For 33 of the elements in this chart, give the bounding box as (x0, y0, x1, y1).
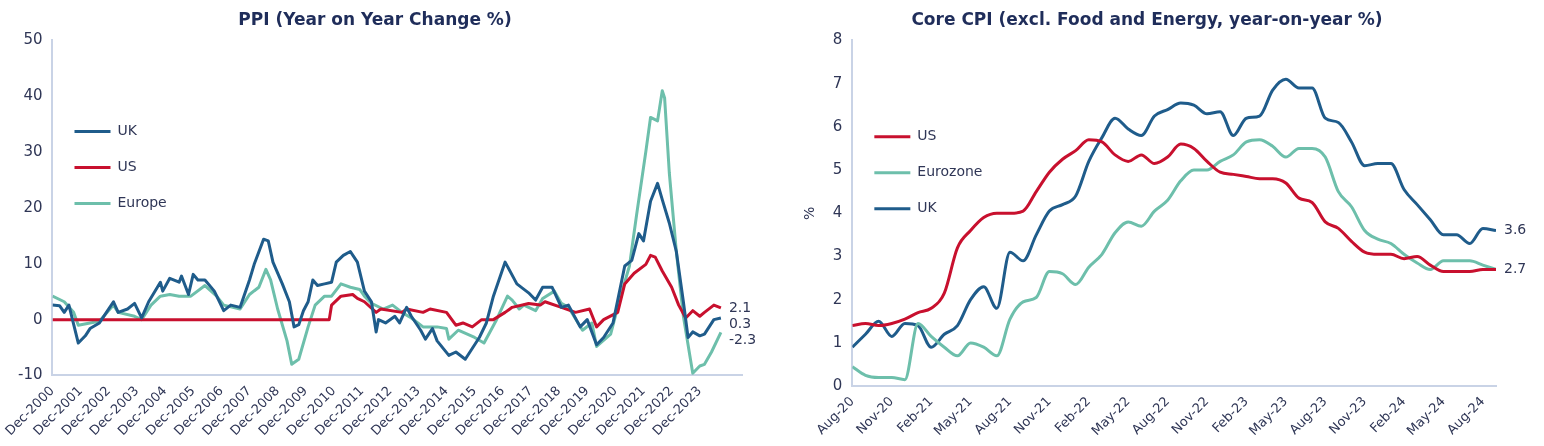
y-tick-label: 10 (23, 253, 43, 272)
y-tick-label: 3 (832, 246, 843, 265)
y-tick-label: 20 (23, 197, 43, 216)
line-series (852, 77, 1496, 349)
legend-label: US (117, 158, 137, 175)
y-tick-label: 0 (832, 376, 843, 394)
y-tick-label: 8 (832, 30, 843, 49)
annotation: 0.3 (728, 314, 752, 331)
annotation: 2.7 (1504, 260, 1527, 277)
line-series (852, 138, 1496, 382)
y-tick-label: 30 (23, 141, 43, 160)
annotation: 3.6 (1504, 221, 1527, 238)
annotation: 2.1 (728, 298, 752, 315)
chart-title: Core CPI (excl. Food and Energy, year-on-year %) (911, 8, 1383, 29)
chart-title: PPI (Year on Year Change %) (238, 8, 512, 29)
y-tick-label: 2 (832, 289, 843, 308)
y-tick-label: 7 (832, 73, 843, 92)
y-tick-label: 50 (23, 30, 43, 49)
legend-label: Europe (117, 194, 167, 211)
y-tick-label: 4 (832, 203, 843, 222)
y-tick-label: -10 (18, 365, 43, 384)
legend-label: UK (917, 199, 938, 216)
y-tick-label: 1 (832, 332, 843, 351)
annotation: -2.3 (728, 330, 757, 347)
y-axis-title: % (801, 206, 818, 220)
legend-label: Eurozone (917, 163, 983, 180)
line-series (852, 138, 1496, 328)
y-tick-label: 6 (832, 116, 843, 135)
legend-label: US (917, 127, 937, 144)
y-tick-label: 40 (23, 86, 43, 105)
y-tick-label: 0 (32, 309, 43, 328)
y-tick-label: 5 (832, 159, 843, 178)
legend-label: UK (117, 122, 138, 139)
